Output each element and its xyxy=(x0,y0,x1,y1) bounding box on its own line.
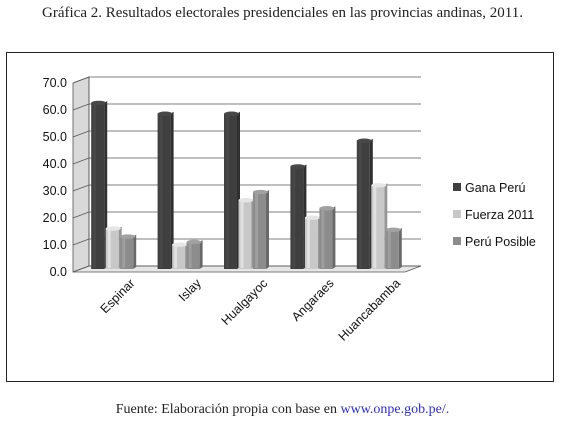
bar-highlight xyxy=(188,243,192,268)
x-tick-label: Huancabamba xyxy=(336,276,403,343)
x-tick-label: Angaraes xyxy=(289,276,337,324)
bar-highlight xyxy=(226,114,229,268)
bar-highlight xyxy=(292,167,296,268)
bar xyxy=(172,244,186,269)
bar-highlight xyxy=(107,229,111,268)
bar-top xyxy=(238,197,254,203)
side-wall xyxy=(72,76,90,273)
bar-top xyxy=(224,111,239,116)
bar-side xyxy=(398,227,402,269)
bar-highlight xyxy=(321,209,325,268)
bar xyxy=(224,113,237,269)
gridlines xyxy=(72,76,421,273)
chart-frame: 0.0 10.0 20.0 30.0 40.0 50.0 60.0 70.0 Espinar I… xyxy=(6,52,554,382)
bar-top xyxy=(120,234,136,239)
bar-highlight xyxy=(306,218,310,268)
bar xyxy=(120,236,134,269)
legend-label: Perú Posible xyxy=(465,235,536,249)
bar-top xyxy=(304,215,320,220)
legend: Gana Perú Fuerza 2011 Perú Posible xyxy=(453,181,536,249)
bar-highlight xyxy=(122,237,126,268)
gridline xyxy=(72,211,421,219)
y-axis-labels: 0.0 10.0 20.0 30.0 40.0 50.0 60.0 70.0 xyxy=(43,76,67,279)
bar-top xyxy=(91,100,107,106)
bar-top xyxy=(105,226,121,231)
legend-swatch xyxy=(453,183,461,191)
bar xyxy=(238,200,252,269)
bar xyxy=(385,229,399,269)
bar-top xyxy=(385,227,401,233)
bar-top xyxy=(157,111,173,116)
x-tick-label: Espinar xyxy=(98,276,138,316)
y-tick-label: 10.0 xyxy=(43,238,67,252)
y-tick-label: 70.0 xyxy=(43,76,67,90)
x-tick-label: Islay xyxy=(176,276,205,305)
bar-top xyxy=(371,183,387,188)
bar-top xyxy=(253,189,268,195)
bar xyxy=(105,228,119,269)
bar-highlight xyxy=(373,186,377,268)
gridline xyxy=(72,184,421,192)
bar-side xyxy=(332,206,336,269)
bar xyxy=(253,192,266,269)
gridline xyxy=(72,157,421,165)
bar xyxy=(91,102,105,269)
x-tick-label: Hualgayoc xyxy=(219,276,271,328)
bar-top xyxy=(290,164,306,169)
bar xyxy=(319,208,333,269)
bar-top xyxy=(186,239,202,245)
bar-highlight xyxy=(240,201,244,268)
bar xyxy=(304,217,318,269)
gridline xyxy=(72,103,421,111)
y-tick-label: 20.0 xyxy=(43,211,67,225)
bar-side xyxy=(133,234,137,269)
legend-label: Fuerza 2011 xyxy=(465,208,534,222)
y-tick-label: 30.0 xyxy=(43,184,67,198)
bar-highlight xyxy=(358,141,362,268)
bar-side xyxy=(104,100,108,269)
bar xyxy=(371,185,385,269)
x-axis-labels: Espinar Islay Hualgayoc Angaraes Huancabamba xyxy=(98,276,404,344)
source-note: Fuente: Elaboración propia con base en w… xyxy=(0,402,565,418)
bar xyxy=(290,166,304,269)
figure-caption: Gráfica 2. Resultados electorales presid… xyxy=(42,5,523,21)
legend-swatch xyxy=(453,210,461,218)
legend-label: Gana Perú xyxy=(465,181,526,195)
bar-side xyxy=(170,111,174,269)
y-tick-label: 40.0 xyxy=(43,157,67,171)
bar-top xyxy=(319,206,335,211)
bar xyxy=(157,113,171,269)
bar-top xyxy=(172,242,188,247)
bar-highlight xyxy=(93,103,97,268)
bar-side xyxy=(199,240,203,269)
bar-chart: 0.0 10.0 20.0 30.0 40.0 50.0 60.0 70.0 Espinar I… xyxy=(43,76,536,344)
y-tick-label: 60.0 xyxy=(43,103,67,117)
bars xyxy=(91,100,402,269)
source-link[interactable]: www.onpe.gob.pe/. xyxy=(340,402,450,417)
bar-side xyxy=(266,190,269,269)
legend-swatch xyxy=(453,237,461,245)
bar-highlight xyxy=(387,230,391,268)
bar xyxy=(356,140,370,269)
bar xyxy=(186,242,200,269)
y-tick-label: 50.0 xyxy=(43,130,67,144)
bar-top xyxy=(356,138,372,143)
source-prefix: Fuente: Elaboración propia con base en xyxy=(115,402,341,417)
bar-highlight xyxy=(174,245,178,268)
y-tick-label: 0.0 xyxy=(50,265,67,279)
gridline xyxy=(72,76,421,84)
bar-highlight xyxy=(159,114,163,268)
bar-highlight xyxy=(255,193,258,268)
gridline xyxy=(72,130,421,138)
